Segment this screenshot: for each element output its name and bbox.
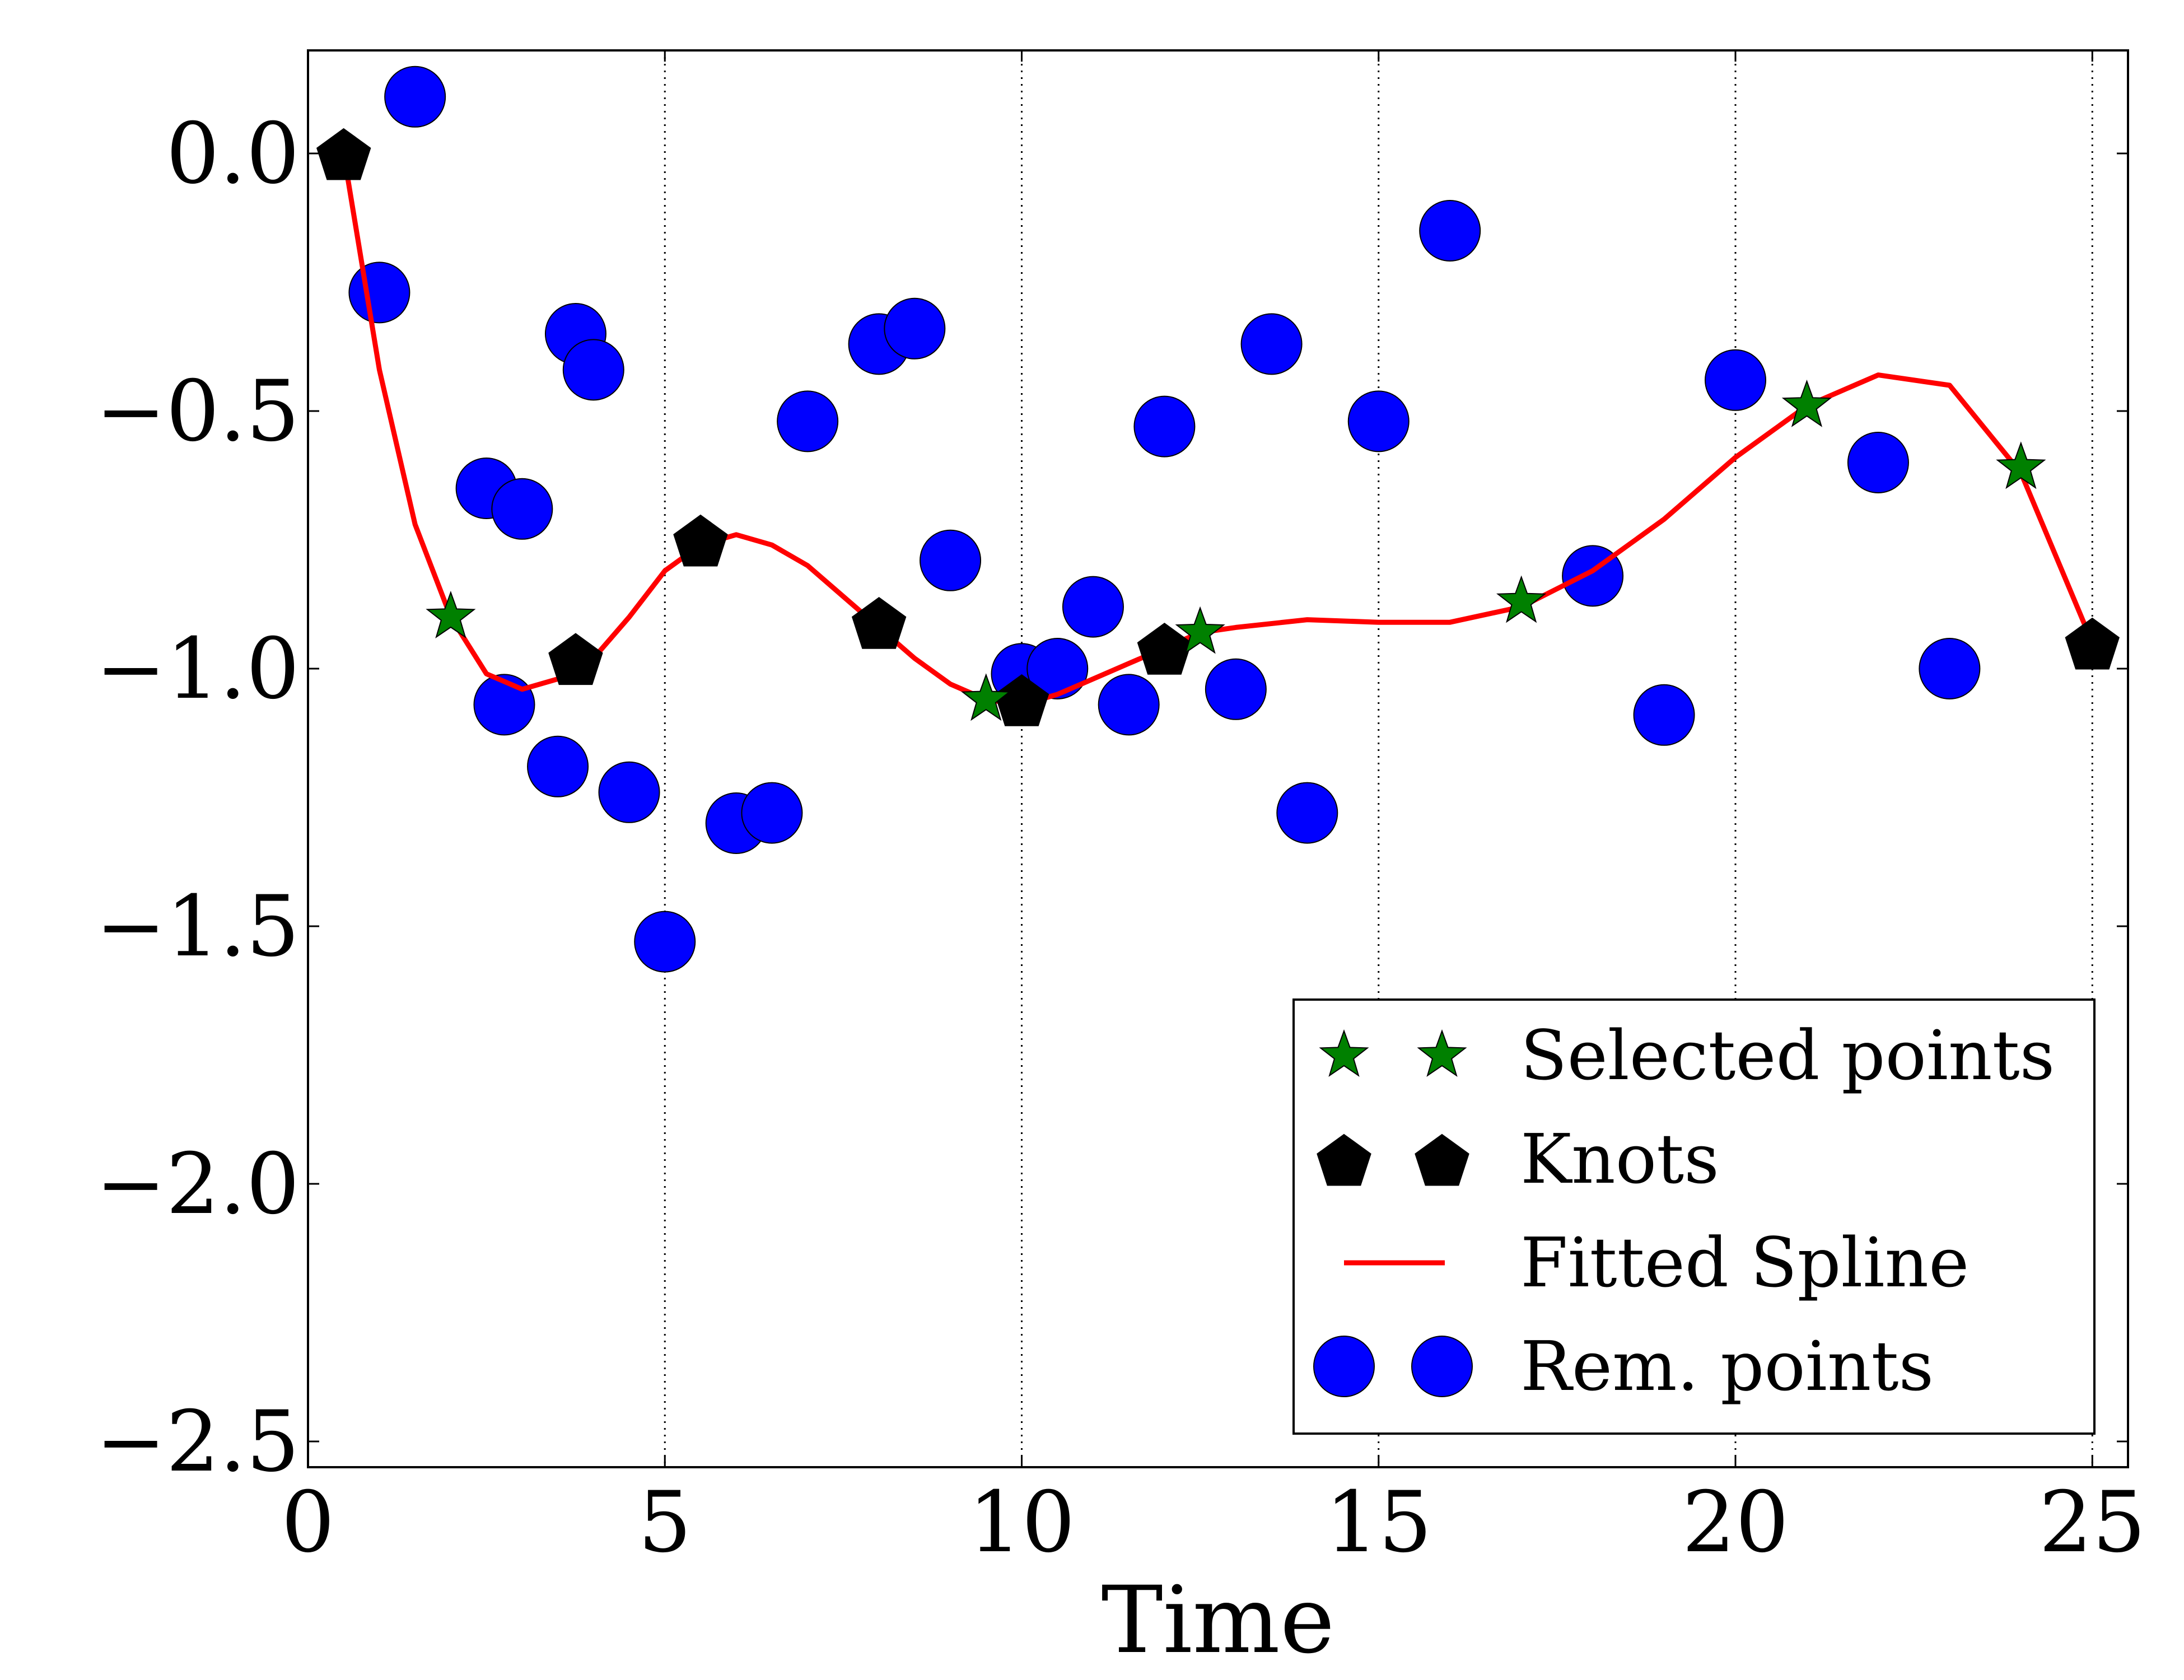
legend-knots-swatch [1317,1133,1371,1186]
remaining-point [562,339,624,401]
y-tick-label: −1.0 [96,620,300,718]
knot-point [673,514,728,567]
selected-point [1496,575,1547,623]
x-tick-label: 5 [638,1474,692,1571]
knot-point [994,674,1049,726]
knot-point [548,633,603,685]
remaining-point [598,761,660,823]
remaining-point [1098,674,1160,736]
x-tick-label: 10 [968,1474,1075,1571]
x-tick-label: 15 [1325,1474,1432,1571]
remaining-point [1276,782,1338,844]
y-tick-label: −2.5 [96,1393,300,1491]
legend-label: Rem. points [1520,1327,1934,1406]
remaining-point [777,390,839,452]
remaining-point [1919,638,1981,699]
remaining-point [1419,200,1481,262]
selected-point [1996,441,2046,489]
x-tick-label: 25 [2039,1474,2146,1571]
remaining-point [1062,576,1124,638]
selected-point [1175,606,1225,654]
grid-lines [664,50,2093,1467]
knot-point [2065,617,2120,670]
y-tick-label: −2.0 [96,1136,300,1233]
remaining-point [920,529,982,591]
legend-item-spline: Fitted Spline [1344,1223,1969,1303]
remaining-point [348,262,410,324]
selected-point [961,673,1011,721]
remaining-point [384,66,446,128]
legend-item-remaining: Rem. points [1313,1327,1934,1406]
series-selected [426,379,2046,721]
y-tick-label: −0.5 [96,363,300,460]
legend-selected-swatch [1319,1029,1369,1077]
axis-ticks: 0 5 10 15 20 25 0.0 −0.5 −1.0 −1.5 −2.0 −2.5 [96,50,2146,1571]
series-knots [316,128,2120,726]
knot-point [1137,622,1192,675]
legend-label: Fitted Spline [1520,1223,1969,1303]
knot-point [851,596,907,649]
x-tick-label: 0 [281,1474,334,1571]
legend-label: Knots [1520,1119,1719,1199]
remaining-point [1240,313,1303,375]
legend-item-knots: Knots [1317,1119,1719,1199]
legend-remaining-swatch [1411,1336,1473,1397]
remaining-point [1026,638,1089,699]
knot-point [316,128,371,180]
remaining-point [741,782,803,844]
legend: Selected points Knots Fitted Spline Rem. po… [1292,998,2096,1435]
legend-remaining-swatch [1313,1336,1375,1397]
remaining-point [1633,684,1695,746]
y-tick-label: −1.5 [96,878,300,976]
legend-item-selected: Selected points [1319,1016,2055,1095]
plot-frame [307,49,2129,1468]
x-axis-title: Time [1102,1566,1335,1674]
x-tick-label: 20 [1682,1474,1789,1571]
remaining-point [527,735,589,797]
remaining-point [1133,395,1196,458]
legend-knots-swatch [1415,1133,1469,1186]
y-tick-label: 0.0 [166,105,300,203]
remaining-point [1205,658,1267,720]
plot-series [316,66,2120,973]
legend-label: Selected points [1520,1016,2055,1095]
remaining-point [1347,390,1410,452]
selected-point [1781,379,1832,427]
selected-point [426,591,476,638]
remaining-point [1705,349,1767,411]
remaining-point [491,478,553,540]
remaining-point [884,297,946,360]
remaining-point [634,911,696,973]
legend-selected-swatch [1417,1029,1467,1077]
remaining-point [1847,432,1909,493]
